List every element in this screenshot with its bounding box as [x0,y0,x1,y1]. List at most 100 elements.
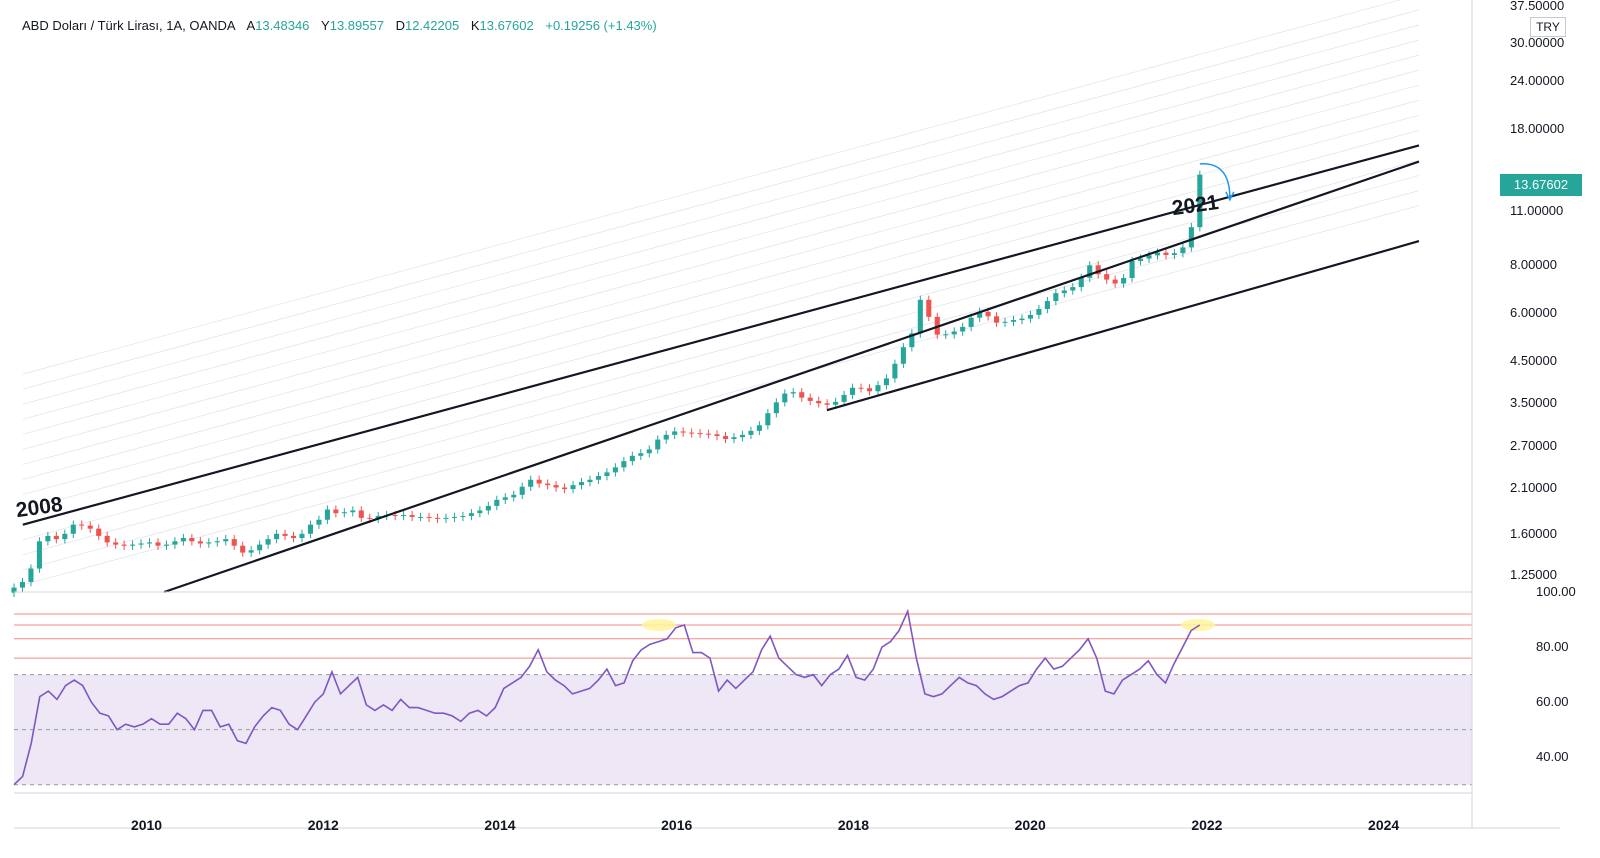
rsi-tick-label: 60.00 [1536,694,1569,710]
channel-line [22,9,1420,390]
price-tick-label: 37.50000 [1510,0,1565,13]
candle [341,508,347,518]
x-tick-label: 2024 [1368,817,1400,833]
candle [1036,304,1042,320]
trendline[interactable] [22,144,1420,526]
candle [180,533,186,546]
x-tick-label: 2020 [1014,817,1046,833]
candle [960,322,966,336]
candle [248,546,254,557]
candle [282,529,288,541]
high-label: Y [321,18,330,33]
candle [1061,286,1067,298]
candle [130,540,136,550]
candle [409,510,415,522]
candle [155,538,161,550]
candle [1095,261,1101,279]
candle [451,512,457,523]
candle [689,428,695,438]
candle [875,381,881,396]
candle [1053,289,1059,306]
candle [468,509,474,521]
candle [892,359,898,383]
x-tick-label: 2022 [1191,817,1223,833]
candle [536,475,542,488]
candle [231,534,237,550]
x-tick-label: 2018 [837,817,870,833]
candle [460,511,466,522]
candle [70,520,76,539]
candle [1010,315,1017,327]
candle [926,295,932,322]
candle [1019,314,1025,325]
candle [866,384,873,396]
candle [1121,273,1127,288]
rsi-tick-label: 80.00 [1536,639,1569,655]
candle [434,513,441,524]
channel-line [22,190,1420,571]
candle [350,506,356,517]
high-value: 13.89557 [329,18,384,33]
price-tick-label: 1.25000 [1510,567,1557,583]
candle [722,431,729,444]
candle [1112,275,1118,288]
candle [519,482,525,500]
candle [1188,223,1194,252]
candle [629,451,635,466]
candle [731,433,737,444]
candle [511,490,517,502]
candle [1180,243,1186,258]
candle [96,524,102,541]
candle [773,398,779,418]
candle [87,521,93,533]
candle [748,426,754,440]
candle [824,399,830,409]
symbol-title: ABD Doları / Türk Lirası, 1A, OANDA [22,18,235,33]
x-tick-label: 2012 [307,817,339,833]
candle [553,481,559,492]
candle [36,537,42,573]
candle [146,538,153,548]
candle [595,471,601,484]
candle [316,515,322,529]
trendline[interactable] [163,160,1420,594]
candle [994,312,1000,327]
candle [739,430,745,442]
candle [163,540,170,550]
open-label: A [246,18,256,33]
candle [680,427,686,437]
low-value: 12.42205 [404,18,460,33]
price-tick-label: 2.70000 [1510,438,1557,454]
trendline[interactable] [826,240,1420,412]
candle [53,531,59,544]
price-tick-label: 3.50000 [1510,394,1557,410]
candle [1163,248,1169,260]
candle [545,479,551,490]
rsi-tick-label: 40.00 [1536,749,1569,765]
candle [1002,317,1008,327]
candle [1044,296,1050,314]
candle [663,430,669,444]
currency-button[interactable]: TRY [1530,17,1566,37]
channel-line [22,24,1420,405]
candle [1197,170,1203,232]
candle [214,537,220,547]
current-price-tag: 13.67602 [1500,174,1582,196]
candle [477,506,483,518]
candle [562,483,568,494]
candle [604,468,610,481]
candle [790,388,796,398]
symbol-header: ABD Doları / Türk Lirası, 1A, OANDA A 13.… [22,18,657,33]
candle [697,429,703,438]
candle [841,390,847,407]
candle [418,512,424,522]
channel-line [22,129,1420,510]
candle [324,505,330,525]
candle [858,383,864,393]
price-tick-label: 24.00000 [1510,72,1565,88]
candle [909,329,915,352]
price-tick-label: 2.10000 [1510,480,1557,496]
change-value: +0.19256 (+1.43%) [545,18,657,33]
candle [968,313,974,332]
